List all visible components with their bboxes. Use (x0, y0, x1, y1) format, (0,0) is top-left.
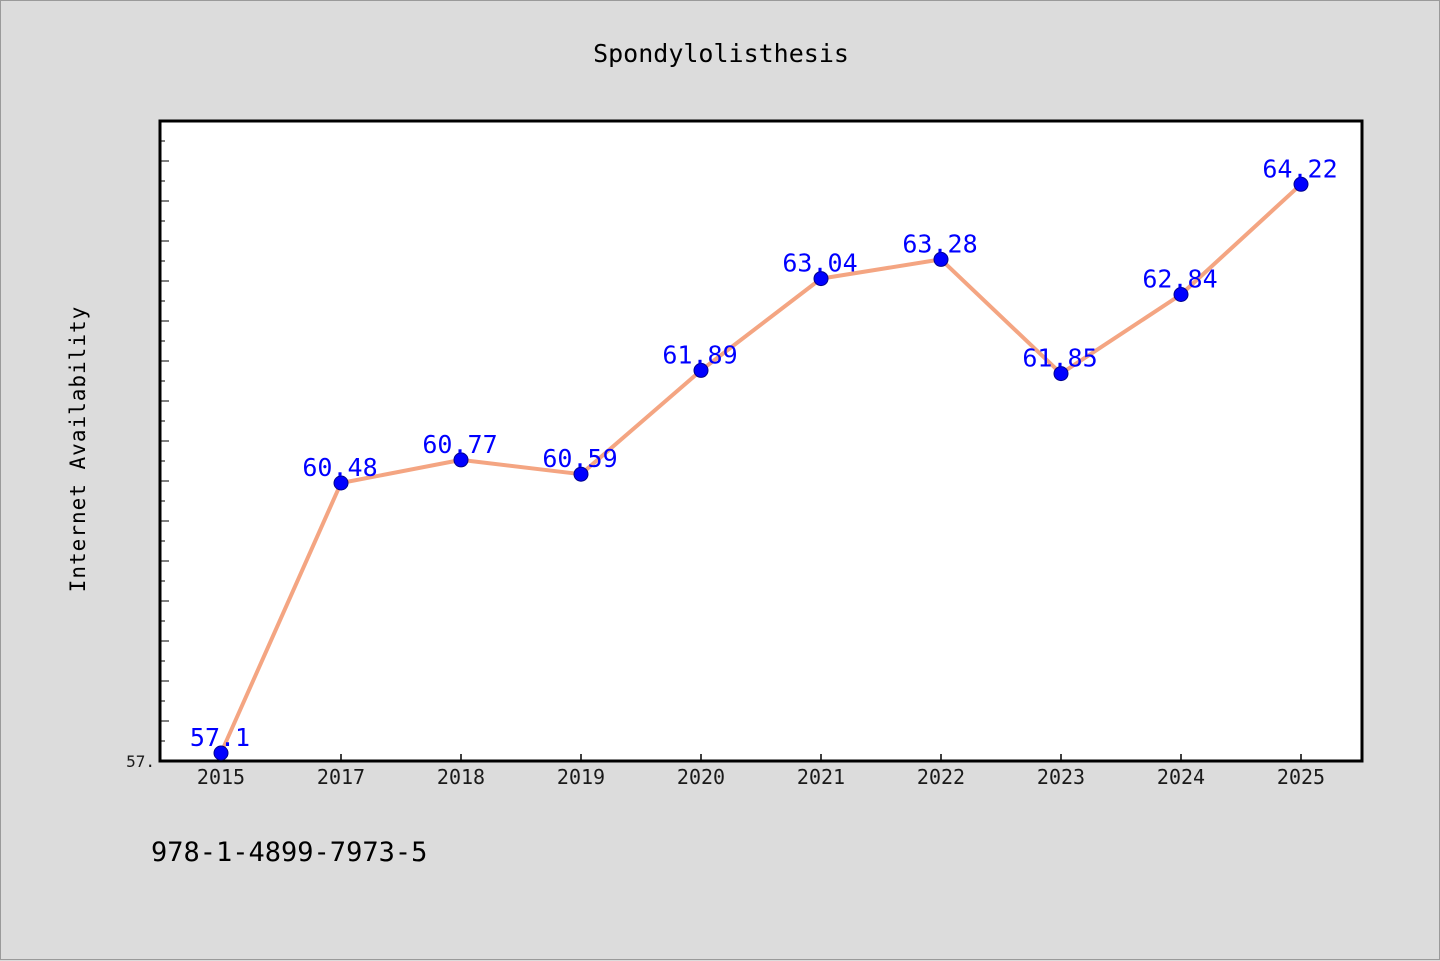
data-label: 60.59 (542, 444, 617, 473)
data-label: 63.28 (902, 229, 977, 258)
x-tick-label: 2023 (1037, 765, 1085, 789)
data-point (1293, 176, 1309, 192)
x-tick-label: 2019 (557, 765, 605, 789)
data-point (1173, 287, 1189, 302)
x-tick-label: 2021 (797, 765, 845, 789)
x-tick-label: 2018 (437, 765, 485, 789)
data-label: 62.84 (1142, 265, 1217, 294)
data-label: 60.77 (422, 430, 497, 459)
data-label: 64.22 (1262, 154, 1337, 183)
plot-area (158, 119, 1364, 763)
data-point (933, 251, 949, 267)
chart-title: Spondylolisthesis (593, 39, 849, 68)
x-tick-label: 2025 (1277, 765, 1325, 789)
data-point (213, 745, 229, 761)
data-point (1053, 366, 1069, 382)
data-label: 57.1 (190, 723, 250, 752)
data-point (693, 362, 709, 378)
x-tick-label: 2017 (317, 765, 365, 789)
y-axis-label: Internet Availability (66, 306, 90, 593)
data-point (813, 271, 829, 287)
series-layer (213, 176, 1309, 761)
data-label: 63.04 (782, 249, 857, 278)
x-axis-ticks: 2015 2017 2018 2019 2020 2021 2022 2023 2024 2025 (197, 754, 1325, 789)
series-line (219, 182, 1303, 754)
data-point (333, 475, 349, 491)
y-tick-label: 57. (126, 752, 155, 771)
data-label: 61.89 (662, 340, 737, 369)
x-tick-label: 2022 (917, 765, 965, 789)
y-axis-ticks: 57. (126, 140, 169, 771)
data-label: 60.48 (302, 453, 377, 482)
data-point (573, 466, 589, 482)
data-point (453, 452, 469, 468)
footer-code: 978-1-4899-7973-5 (151, 837, 428, 868)
data-label: 61.85 (1022, 344, 1097, 373)
data-label-layer: 57.1 60.48 60.77 60.59 61.89 63.04 63.28 61.85 6… (190, 154, 1338, 752)
x-tick-label: 2024 (1157, 765, 1205, 789)
x-tick-label: 2020 (677, 765, 725, 789)
x-tick-label: 2015 (197, 765, 245, 789)
